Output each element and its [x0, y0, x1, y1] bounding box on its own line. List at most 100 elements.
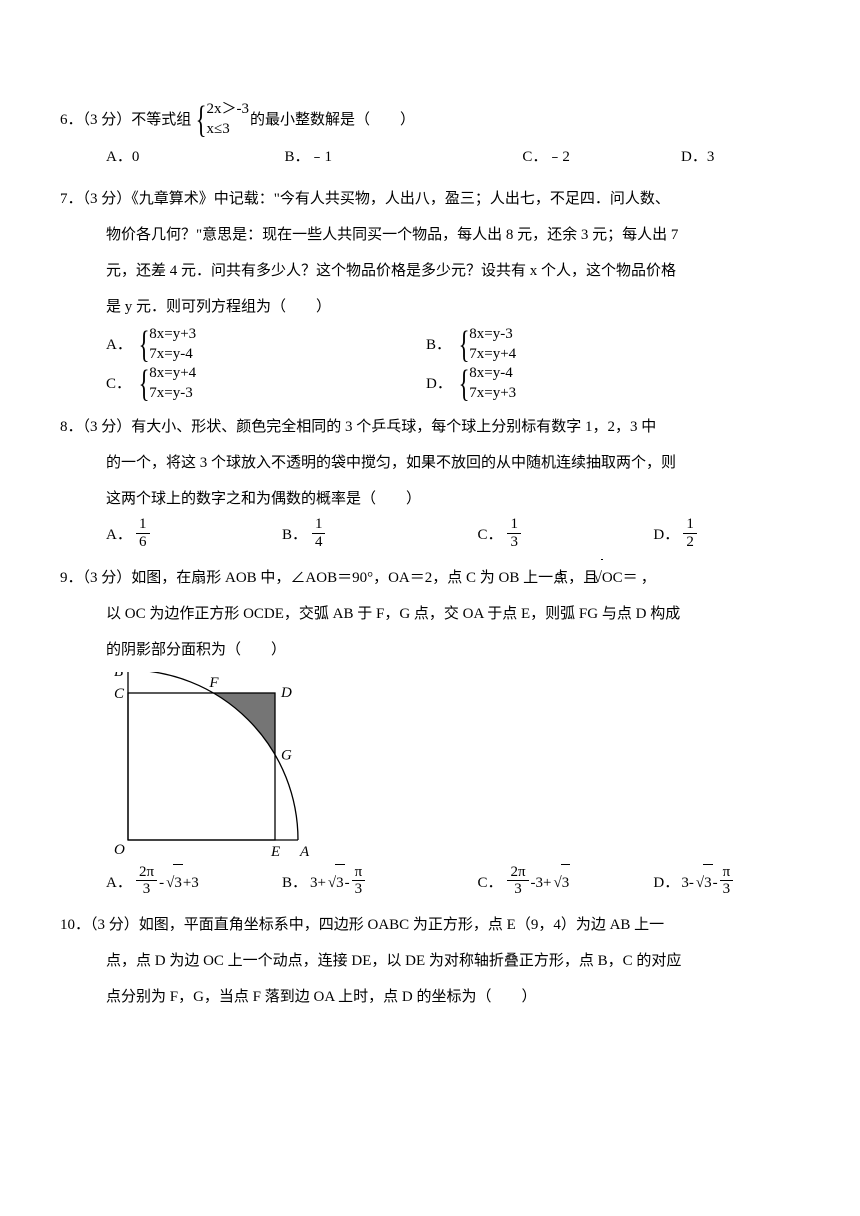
q6-stem-a: 6．（3 分）不等式组: [60, 102, 191, 138]
q9-figure: BC F D G O E A: [106, 672, 316, 862]
q6-system: { 2x＞-3 x≤3: [192, 100, 249, 139]
svg-text:D: D: [280, 685, 292, 701]
q7-c-e2: 7x=y-3: [149, 384, 196, 404]
q9-c-fden: 3: [507, 881, 528, 898]
q9-choice-a: A． 2π3 - 3 +3: [106, 864, 282, 901]
q9-choice-b: B． 3+ 3 - π3: [282, 864, 478, 901]
question-7: 7．（3 分）《九章算术》中记载："今有人共买物，人出八，盈三；人出七，不足四．…: [60, 181, 800, 403]
q10-line2: 点，点 D 为边 OC 上一个动点，连接 DE，以 DE 为对称轴折叠正方形，点…: [60, 943, 800, 979]
q9-b-lead: 3+: [310, 865, 326, 901]
q9-choice-c: C． 2π3 -3+ 3: [477, 864, 653, 901]
q7-c-e1: 8x=y+4: [149, 364, 196, 384]
q9-l1-comma: ，: [641, 570, 656, 586]
q7-a-e2: 7x=y-4: [149, 345, 196, 365]
q9-l1-text: 9．（3 分）如图，在扇形 AOB 中，∠AOB＝90°，OA＝2，点 C 为 …: [60, 570, 638, 586]
q8-line3: 这两个球上的数字之和为偶数的概率是（ ）: [60, 481, 800, 517]
q8-b-label: B．: [282, 517, 310, 553]
q8-d-num: 1: [683, 516, 697, 534]
q8-b-den: 4: [312, 534, 326, 551]
q8-a-label: A．: [106, 517, 134, 553]
q8-a-num: 1: [136, 516, 150, 534]
q8-d-den: 2: [683, 534, 697, 551]
q6-choices: A．0 B．﹣1 C．﹣2 D．3: [60, 139, 800, 175]
q6-stem: 6．（3 分）不等式组 { 2x＞-3 x≤3 的最小整数解是（ ）: [60, 100, 800, 139]
q7-row1: A． { 8x=y+3 7x=y-4 B． { 8x=y-3 7x=y+4: [60, 325, 800, 364]
q8-choice-c: C． 13: [477, 517, 653, 553]
q9-d-mid: -: [713, 865, 718, 901]
q9-line1: 9．（3 分）如图，在扇形 AOB 中，∠AOB＝90°，OA＝2，点 C 为 …: [60, 559, 800, 596]
q9-choices: A． 2π3 - 3 +3 B． 3+ 3 - π3 C． 2π3 -3+ 3 …: [60, 864, 800, 901]
q6-choice-a: A．0: [106, 139, 284, 175]
svg-text:E: E: [270, 844, 280, 860]
q9-c-rad: 3: [561, 864, 571, 901]
q8-line2: 的一个，将这 3 个球放入不透明的袋中搅匀，如果不放回的从中随机连续抽取两个，则: [60, 445, 800, 481]
q8-choice-a: A． 16: [106, 517, 282, 553]
q9-b-label: B．: [282, 865, 310, 901]
svg-text:B: B: [114, 672, 123, 680]
q6-choice-c: C．﹣2: [522, 139, 681, 175]
q9-d-label: D．: [653, 865, 681, 901]
q9-c-fnum: 2π: [507, 864, 528, 882]
q9-b-mid: -: [345, 865, 350, 901]
q7-line2: 物价各几何？"意思是：现在一些人共同买一个物品，每人出 8 元，还余 3 元；每…: [60, 217, 800, 253]
q6-stem-b: 的最小整数解是（ ）: [250, 102, 415, 138]
q8-c-label: C．: [477, 517, 505, 553]
q7-c-label: C．: [106, 366, 134, 402]
q10-line1: 10．（3 分）如图，平面直角坐标系中，四边形 OABC 为正方形，点 E（9，…: [60, 907, 800, 943]
svg-text:C: C: [114, 686, 125, 702]
question-6: 6．（3 分）不等式组 { 2x＞-3 x≤3 的最小整数解是（ ） A．0 B…: [60, 100, 800, 175]
q9-d-fden: 3: [720, 881, 734, 898]
q7-a-e1: 8x=y+3: [149, 325, 196, 345]
q7-line1: 7．（3 分）《九章算术》中记载："今有人共买物，人出八，盈三；人出七，不足四．…: [60, 181, 800, 217]
q6-sys2: x≤3: [207, 120, 250, 140]
q7-line3: 元，还差 4 元．问共有多少人？这个物品价格是多少元？设共有 x 个人，这个物品…: [60, 253, 800, 289]
q8-c-num: 1: [507, 516, 521, 534]
q9-a-fden: 3: [136, 881, 157, 898]
svg-text:G: G: [281, 748, 292, 764]
q9-b-rad: 3: [335, 864, 345, 901]
q7-choice-c: C． { 8x=y+4 7x=y-3: [106, 364, 426, 403]
question-8: 8．（3 分）有大小、形状、颜色完全相同的 3 个乒乓球，每个球上分别标有数字 …: [60, 409, 800, 553]
q7-choice-b: B． { 8x=y-3 7x=y+4: [426, 325, 746, 364]
svg-text:F: F: [208, 675, 219, 691]
q9-d-fnum: π: [720, 864, 734, 882]
q8-choice-b: B． 14: [282, 517, 478, 553]
q9-c-mid: -3+: [531, 865, 552, 901]
q7-b-e2: 7x=y+4: [469, 345, 516, 365]
q7-b-e1: 8x=y-3: [469, 325, 516, 345]
q7-d-label: D．: [426, 366, 454, 402]
q9-d-rad: 3: [703, 864, 713, 901]
q7-choice-a: A． { 8x=y+3 7x=y-4: [106, 325, 426, 364]
q9-a-fnum: 2π: [136, 864, 157, 882]
q8-line1: 8．（3 分）有大小、形状、颜色完全相同的 3 个乒乓球，每个球上分别标有数字 …: [60, 409, 800, 445]
q7-d-e1: 8x=y-4: [469, 364, 516, 384]
q9-l1-rad: 3: [601, 559, 603, 596]
q6-sys1: 2x＞-3: [207, 100, 250, 120]
q8-b-num: 1: [312, 516, 326, 534]
question-10: 10．（3 分）如图，平面直角坐标系中，四边形 OABC 为正方形，点 E（9，…: [60, 907, 800, 1015]
q8-choice-d: D． 12: [653, 517, 800, 553]
q8-c-den: 3: [507, 534, 521, 551]
q9-c-label: C．: [477, 865, 505, 901]
q9-d-lead: 3-: [681, 865, 694, 901]
q7-d-e2: 7x=y+3: [469, 384, 516, 404]
q9-a-label: A．: [106, 865, 134, 901]
q9-line3: 的阴影部分面积为（ ）: [60, 632, 800, 668]
q6-choice-b: B．﹣1: [284, 139, 522, 175]
svg-text:A: A: [299, 844, 310, 860]
q9-a-tail: +3: [183, 865, 199, 901]
q7-choice-d: D． { 8x=y-4 7x=y+3: [426, 364, 746, 403]
q9-b-fden: 3: [352, 881, 366, 898]
svg-text:O: O: [114, 842, 125, 858]
q9-line2: 以 OC 为边作正方形 OCDE，交弧 AB 于 F，G 点，交 OA 于点 E…: [60, 596, 800, 632]
q7-line4: 是 y 元．则可列方程组为（ ）: [60, 289, 800, 325]
q9-b-fnum: π: [352, 864, 366, 882]
q8-a-den: 6: [136, 534, 150, 551]
q6-choice-d: D．3: [681, 139, 800, 175]
q7-row2: C． { 8x=y+4 7x=y-3 D． { 8x=y-4 7x=y+3: [60, 364, 800, 403]
q8-d-label: D．: [653, 517, 681, 553]
q9-choice-d: D． 3- 3 - π3: [653, 864, 800, 901]
question-9: 9．（3 分）如图，在扇形 AOB 中，∠AOB＝90°，OA＝2，点 C 为 …: [60, 559, 800, 901]
q8-choices: A． 16 B． 14 C． 13 D． 12: [60, 517, 800, 553]
q10-line3: 点分别为 F，G，当点 F 落到边 OA 上时，点 D 的坐标为（ ）: [60, 979, 800, 1015]
